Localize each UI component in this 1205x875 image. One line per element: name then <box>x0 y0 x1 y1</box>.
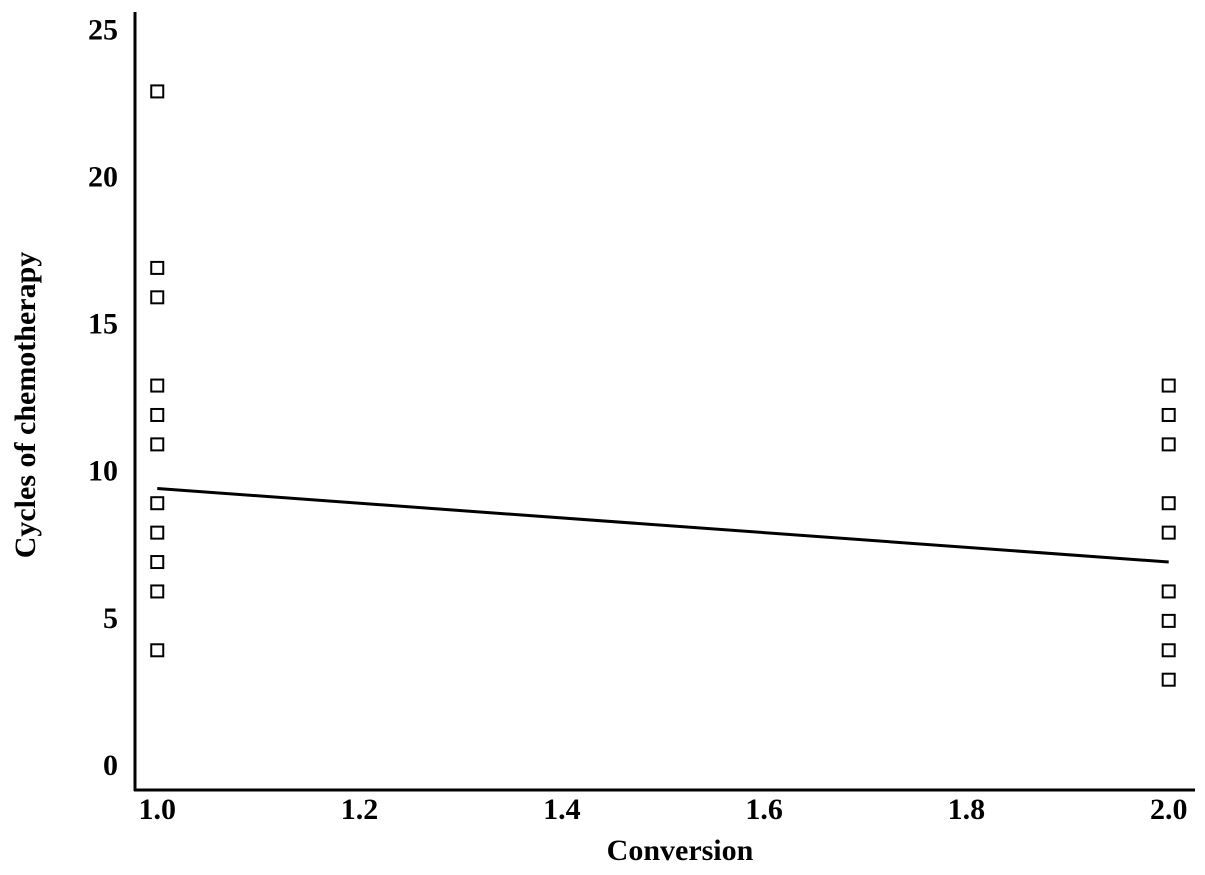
point <box>1161 525 1176 540</box>
x-tick-label: 1.2 <box>341 793 379 826</box>
point <box>1161 672 1176 687</box>
point <box>150 84 165 99</box>
x-axis-label: Conversion <box>607 834 754 867</box>
fit-line <box>157 487 1169 564</box>
x-tick-label: 1.8 <box>948 793 986 826</box>
y-tick-label: 25 <box>88 13 118 46</box>
x-tick-label: 2.0 <box>1150 793 1188 826</box>
point <box>1161 407 1176 422</box>
point <box>1161 643 1176 658</box>
point <box>150 290 165 305</box>
point <box>1161 496 1176 511</box>
point <box>150 555 165 570</box>
y-tick-label: 0 <box>103 749 118 782</box>
point <box>150 643 165 658</box>
point <box>150 378 165 393</box>
point <box>150 437 165 452</box>
y-tick-label: 15 <box>88 308 118 341</box>
point <box>150 525 165 540</box>
point <box>150 260 165 275</box>
y-tick-label: 20 <box>88 161 118 194</box>
point <box>150 584 165 599</box>
point <box>1161 378 1176 393</box>
point <box>150 407 165 422</box>
point <box>1161 613 1176 628</box>
x-tick-label: 1.6 <box>745 793 783 826</box>
x-tick-label: 1.0 <box>139 793 177 826</box>
x-tick-label: 1.4 <box>543 793 581 826</box>
y-tick-label: 5 <box>103 602 118 635</box>
point <box>1161 584 1176 599</box>
point <box>1161 437 1176 452</box>
y-axis-label: Cycles of chemotherapy <box>9 252 42 559</box>
y-tick-label: 10 <box>88 455 118 488</box>
point <box>150 496 165 511</box>
